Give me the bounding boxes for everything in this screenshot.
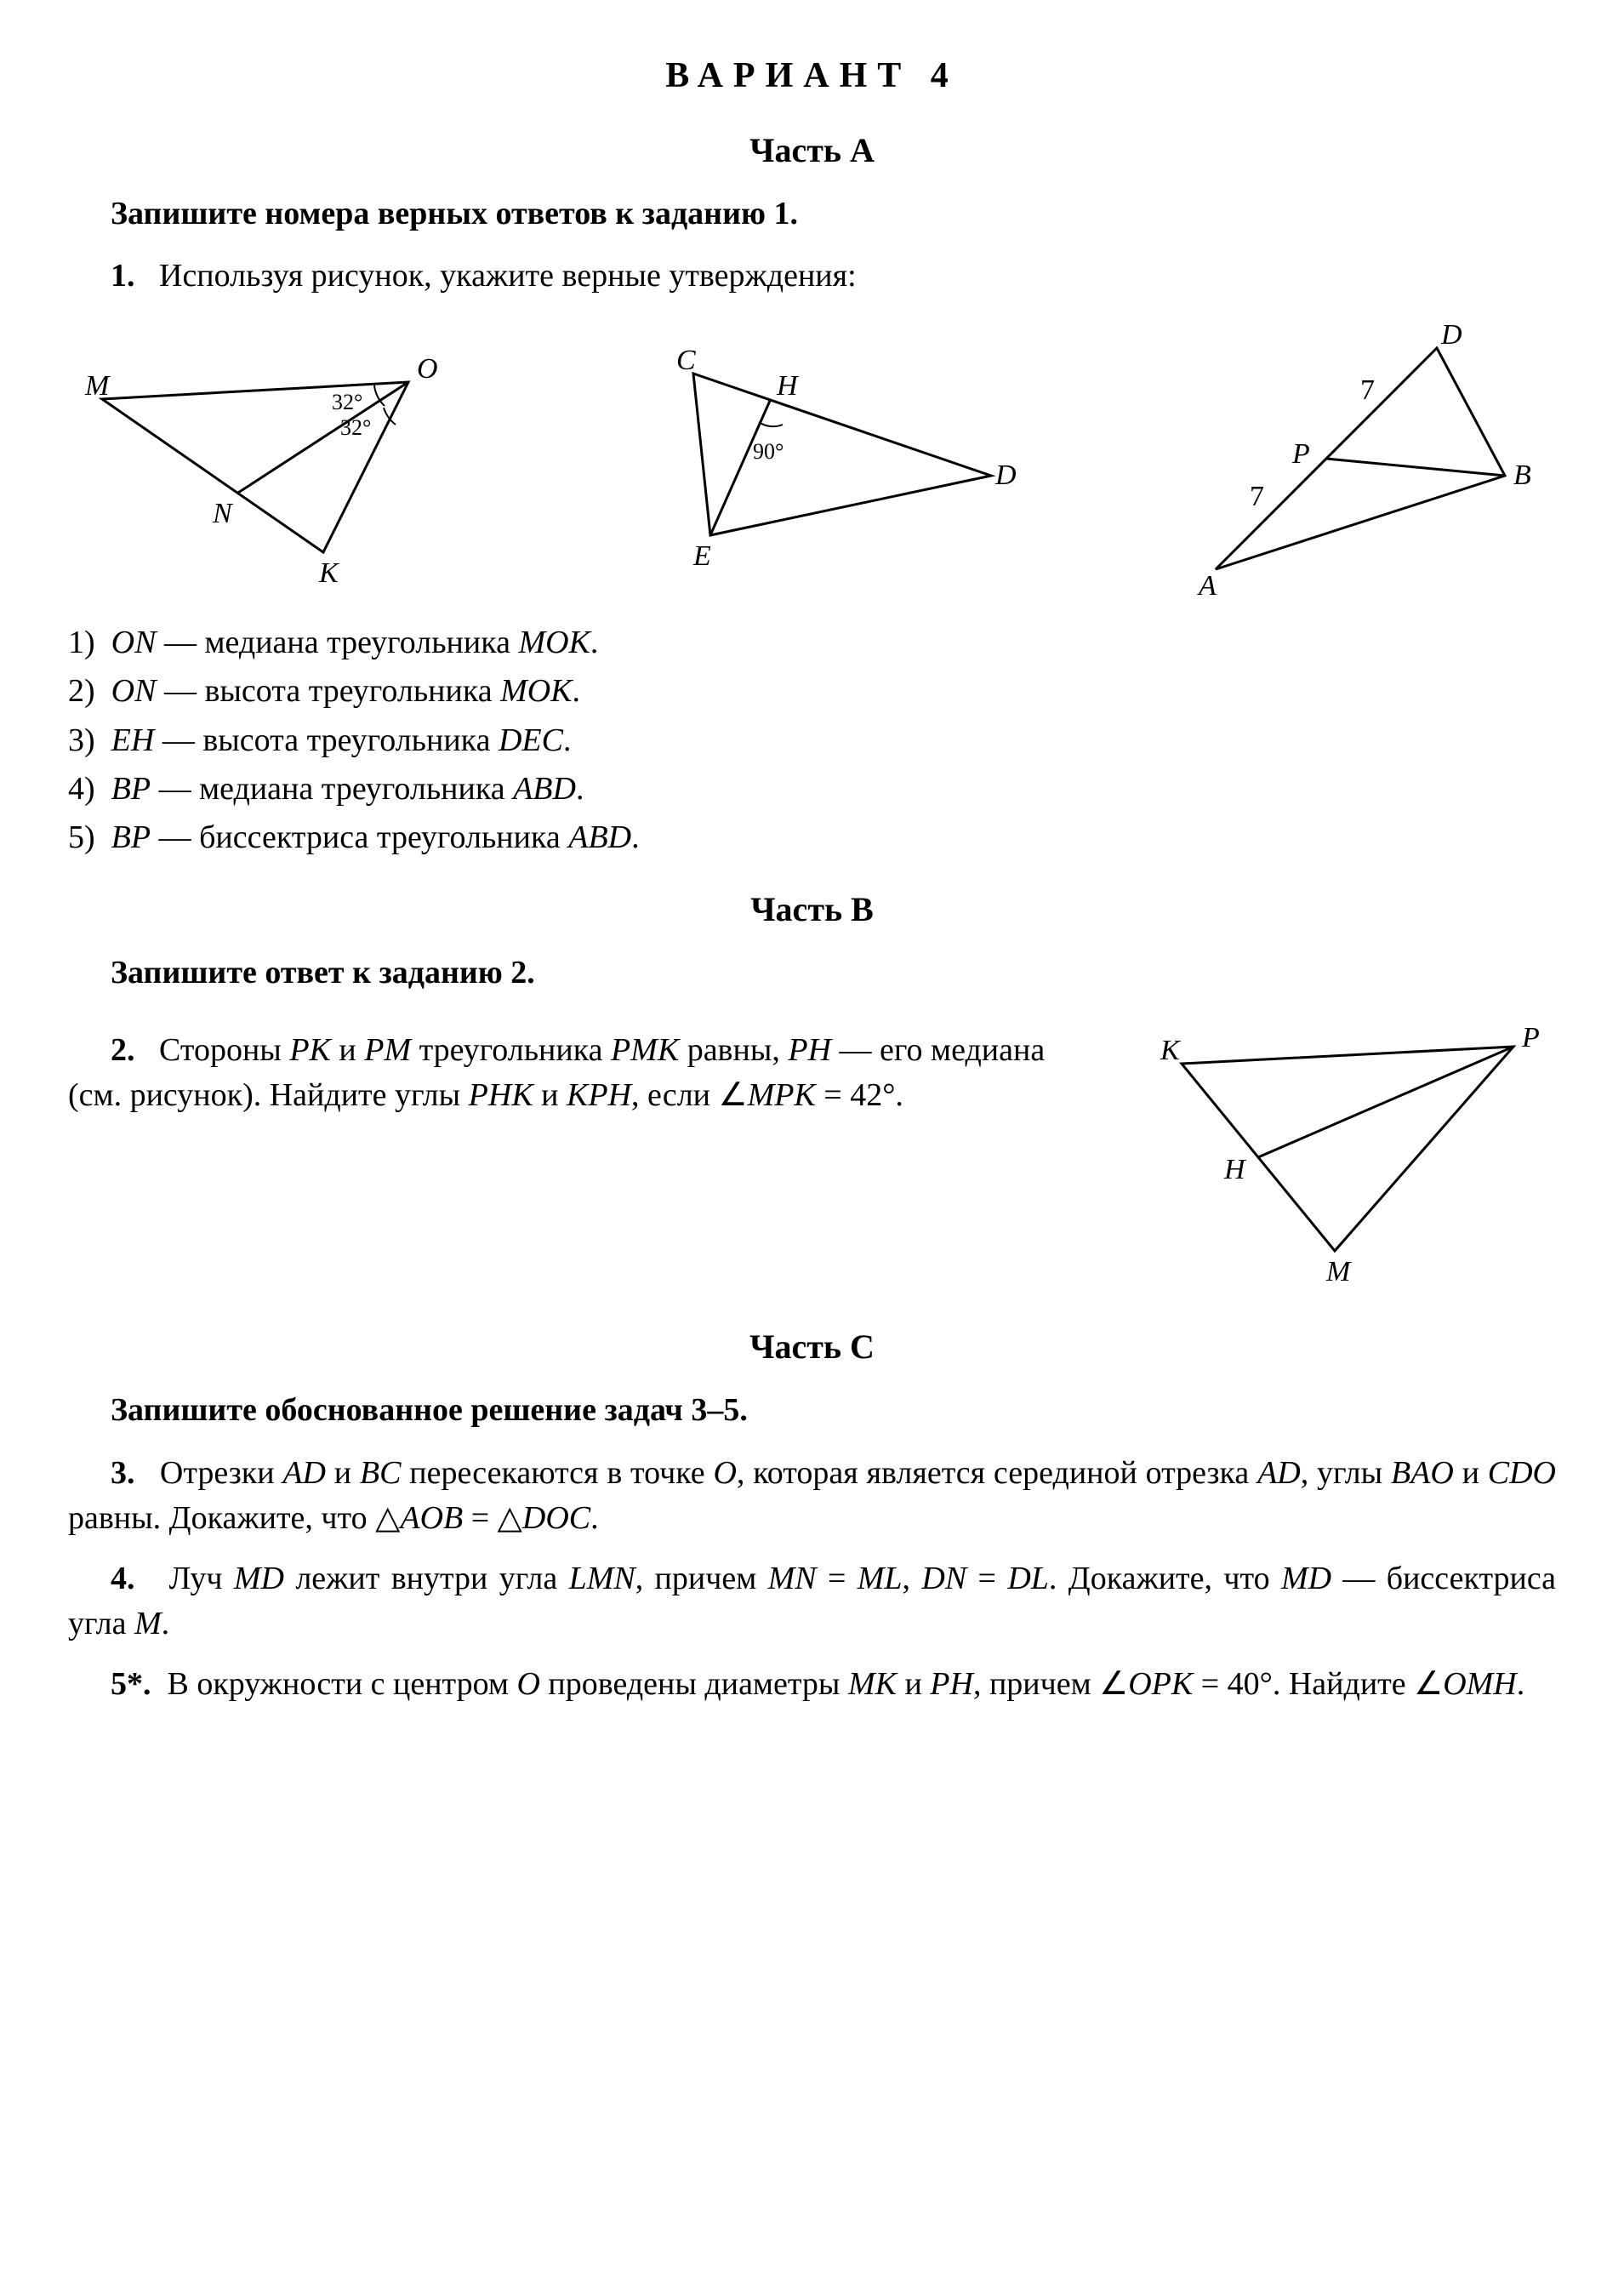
statement-1-body: ON — медиана треугольника MOK.	[111, 625, 599, 660]
problem-2-number: 2.	[111, 1032, 135, 1068]
problem-2-figure: K P H M	[1114, 1013, 1556, 1298]
statement-4-body: BP — медиана треугольника ABD.	[111, 771, 584, 807]
statement-1: 1) ON — медиана треугольника MOK.	[68, 620, 1556, 665]
label-C: C	[676, 345, 696, 376]
label-N: N	[212, 498, 234, 529]
part-b-heading: Часть B	[68, 886, 1556, 933]
label-A: A	[1197, 570, 1217, 602]
angle-32-bot: 32°	[340, 415, 371, 440]
label-D-fig3: D	[1440, 319, 1462, 351]
figures-row: M O N K 32° 32° C H D E 90° A B D P 7 7	[68, 314, 1556, 603]
problem-3: 3. Отрезки AD и BC пересекаются в точке …	[68, 1451, 1556, 1541]
len-7-top: 7	[1360, 374, 1375, 406]
problem-2-wrap: 2. Стороны PK и PM треугольника PMK равн…	[68, 1013, 1556, 1298]
part-a-instruction: Запишите номера верных ответов к заданию…	[68, 191, 1556, 237]
label-M: M	[84, 370, 111, 402]
problem-5: 5*. В окружности с центром O проведены д…	[68, 1662, 1556, 1707]
problem-5-body: В окружности с центром O проведены диаме…	[168, 1666, 1525, 1702]
problem-1-lead: 1. Используя рисунок, укажите верные утв…	[68, 254, 1556, 299]
part-b-instruction: Запишите ответ к заданию 2.	[68, 950, 1556, 996]
problem-4-body: Луч MD лежит внутри угла LMN, причем MN …	[68, 1561, 1556, 1641]
label-K: K	[318, 557, 340, 586]
label-H: H	[776, 370, 800, 402]
statement-4-num: 4)	[68, 771, 95, 807]
statements-list: 1) ON — медиана треугольника MOK. 2) ON …	[68, 620, 1556, 860]
statement-1-num: 1)	[68, 625, 95, 660]
statement-5-num: 5)	[68, 819, 95, 855]
label-P-b: P	[1521, 1022, 1540, 1053]
problem-3-body: Отрезки AD и BC пересекаются в точке O, …	[68, 1455, 1556, 1536]
figure-triangle-pmk: K P H M	[1114, 1013, 1556, 1285]
label-O: O	[417, 353, 438, 385]
statement-2-num: 2)	[68, 673, 95, 709]
statement-3-num: 3)	[68, 722, 95, 758]
label-B: B	[1513, 460, 1531, 491]
statement-3: 3) EH — высота треугольника DEC.	[68, 718, 1556, 763]
angle-32-top: 32°	[332, 390, 362, 414]
label-M-b: M	[1325, 1256, 1352, 1285]
figure-triangle-abd: A B D P 7 7	[1114, 314, 1556, 603]
label-E: E	[692, 540, 711, 572]
problem-2-body: Стороны PK и PM треугольника PMK равны, …	[68, 1032, 1045, 1113]
variant-title: ВАРИАНТ 4	[68, 51, 1556, 101]
label-H-b: H	[1223, 1154, 1247, 1185]
figure-triangle-mok: M O N K 32° 32°	[68, 331, 493, 586]
label-P: P	[1291, 438, 1310, 470]
problem-4-number: 4.	[111, 1561, 135, 1596]
problem-4: 4. Луч MD лежит внутри угла LMN, причем …	[68, 1556, 1556, 1647]
problem-1-number: 1.	[111, 258, 135, 294]
statement-2: 2) ON — высота треугольника MOK.	[68, 669, 1556, 714]
len-7-bot: 7	[1250, 481, 1264, 512]
part-c-instruction: Запишите обоснованное решение задач 3–5.	[68, 1388, 1556, 1433]
label-D: D	[994, 460, 1017, 491]
problem-1-text: Используя рисунок, укажите верные утверж…	[159, 258, 857, 294]
statement-5: 5) BP — биссектриса треугольника ABD.	[68, 815, 1556, 860]
statement-4: 4) BP — медиана треугольника ABD.	[68, 767, 1556, 812]
part-c-heading: Часть C	[68, 1323, 1556, 1371]
part-a-heading: Часть A	[68, 127, 1556, 174]
statement-5-body: BP — биссектриса треугольника ABD.	[111, 819, 640, 855]
label-K-b: K	[1160, 1035, 1182, 1066]
figure-triangle-dec: C H D E 90°	[591, 340, 1017, 578]
statement-3-body: EH — высота треугольника DEC.	[111, 722, 572, 758]
problem-3-number: 3.	[111, 1455, 135, 1491]
angle-90: 90°	[753, 439, 784, 464]
statement-2-body: ON — высота треугольника MOK.	[111, 673, 580, 709]
problem-2-text: 2. Стороны PK и PM треугольника PMK равн…	[68, 1013, 1080, 1133]
problem-5-number: 5*.	[111, 1666, 151, 1702]
